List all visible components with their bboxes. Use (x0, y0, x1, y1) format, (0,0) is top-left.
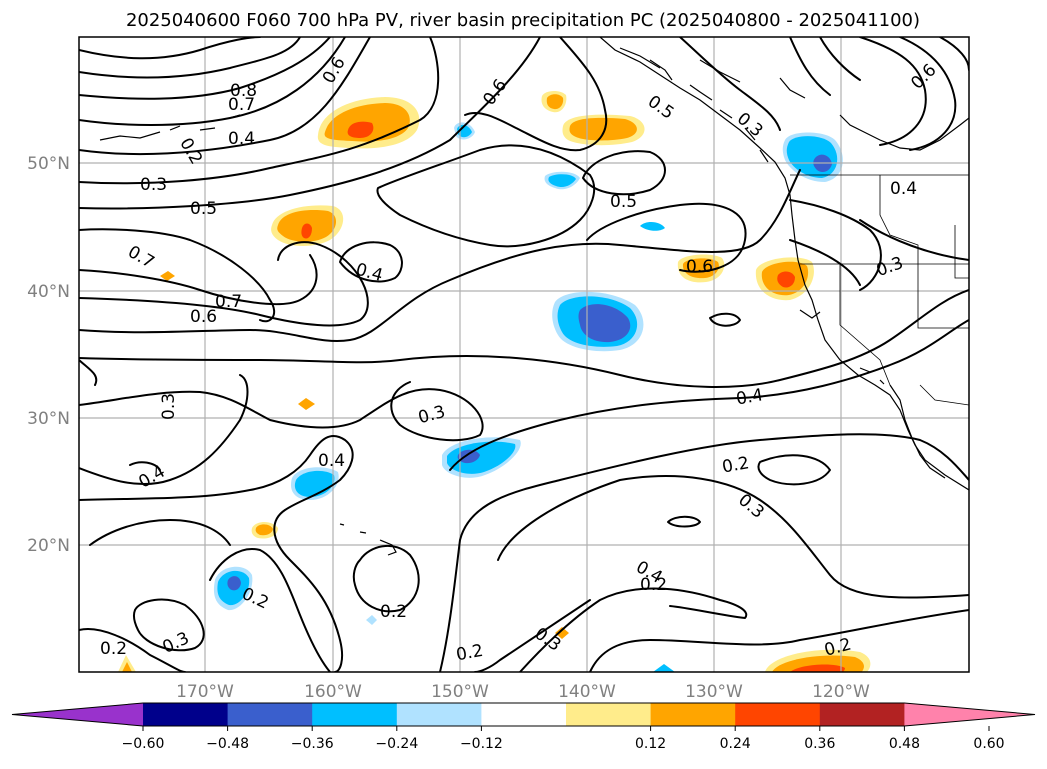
lon-label: 170°W (176, 682, 234, 702)
contour-label: 0.3 (159, 393, 179, 420)
lon-label: 140°W (558, 682, 616, 702)
colorbar-extend-low (12, 703, 143, 726)
anomaly-blob-7 (552, 291, 644, 352)
map-panel: 0.8 0.7 0.6 0.4 0.2 0.3 0.5 0.7 0.4 0.7 … (78, 36, 970, 673)
lat-label: 30°N (27, 409, 70, 429)
colorbar-segment (227, 703, 313, 726)
graticule (79, 37, 969, 672)
contour-label: 0.2 (100, 639, 127, 659)
anomaly-blob-1 (317, 97, 420, 149)
contour-label: 0.7 (228, 95, 255, 115)
anomaly-blob-9 (782, 132, 843, 182)
figure-title: 2025040600 F060 700 hPa PV, river basin … (126, 10, 920, 31)
precip-shading (118, 90, 871, 672)
colorbar-tick-label: −0.12 (460, 736, 503, 752)
contour-label: 0.4 (318, 451, 345, 471)
contour-label: 0.2 (380, 602, 407, 622)
colorbar-segment (566, 703, 652, 726)
colorbar-tick-label: 0.36 (804, 736, 835, 752)
colorbar-tick-label: 0.60 (973, 736, 1004, 752)
colorbar-segment (735, 703, 821, 726)
political-borders (790, 174, 969, 406)
anomaly-blob-4 (677, 254, 725, 283)
anomaly-blob-3 (541, 90, 645, 146)
map-frame (78, 36, 970, 673)
contour-label: 0.3 (140, 175, 167, 195)
colorbar-tick-label: −0.48 (206, 736, 249, 752)
contour-label: 0.6 (686, 257, 713, 277)
contour-label: 0.5 (190, 199, 217, 219)
anomaly-blob-small (118, 271, 569, 672)
colorbar-tick-label: 0.24 (720, 736, 751, 752)
colorbar-segment (396, 703, 482, 726)
lat-label: 50°N (27, 154, 70, 174)
colorbar-tick-label: −0.24 (375, 736, 418, 752)
colorbar-segment (143, 703, 229, 726)
contour-label: 0.4 (890, 179, 917, 199)
colorbar-tick-label: −0.36 (291, 736, 334, 752)
colorbar: −0.60 −0.48 −0.36 −0.24 −0.12 0.12 0.24 0.36 0.4… (11, 702, 1036, 752)
lon-label: 150°W (431, 682, 489, 702)
anomaly-blob-2 (271, 205, 344, 246)
contour-label: 0.4 (228, 129, 255, 149)
pv-contours (79, 37, 969, 672)
colorbar-tick-label: −0.60 (122, 736, 165, 752)
colorbar-segment (650, 703, 736, 726)
colorbar-tick-label: 0.48 (889, 736, 920, 752)
colorbar-tick-label: 0.12 (635, 736, 666, 752)
contour-label: 0.2 (721, 453, 751, 477)
lat-label: 40°N (27, 282, 70, 302)
contour-label: 0.2 (640, 575, 667, 595)
anomaly-blob-11 (213, 566, 253, 611)
lon-label: 120°W (812, 682, 870, 702)
lon-label: 130°W (685, 682, 743, 702)
colorbar-segment (481, 703, 567, 726)
contour-label: 0.5 (610, 192, 637, 212)
colorbar-extend-high (904, 703, 1035, 726)
contour-label: 0.2 (455, 641, 485, 665)
contour-label: 0.7 (215, 292, 242, 312)
contour-label: 0.4 (735, 385, 765, 409)
anomaly-blob-8 (442, 437, 521, 478)
contour-label: 0.6 (190, 307, 217, 327)
longitude-labels: 170°W 160°W 150°W 140°W 130°W 120°W (176, 682, 870, 702)
colorbar-segment (819, 703, 905, 726)
latitude-labels: 50°N 40°N 30°N 20°N (27, 154, 70, 556)
lat-label: 20°N (27, 536, 70, 556)
anomaly-blob-12 (366, 122, 675, 672)
colorbar-segment (312, 703, 398, 726)
anomaly-blob-5 (755, 257, 814, 301)
contour-label: 0.8 (230, 81, 257, 101)
lon-label: 160°W (304, 682, 362, 702)
